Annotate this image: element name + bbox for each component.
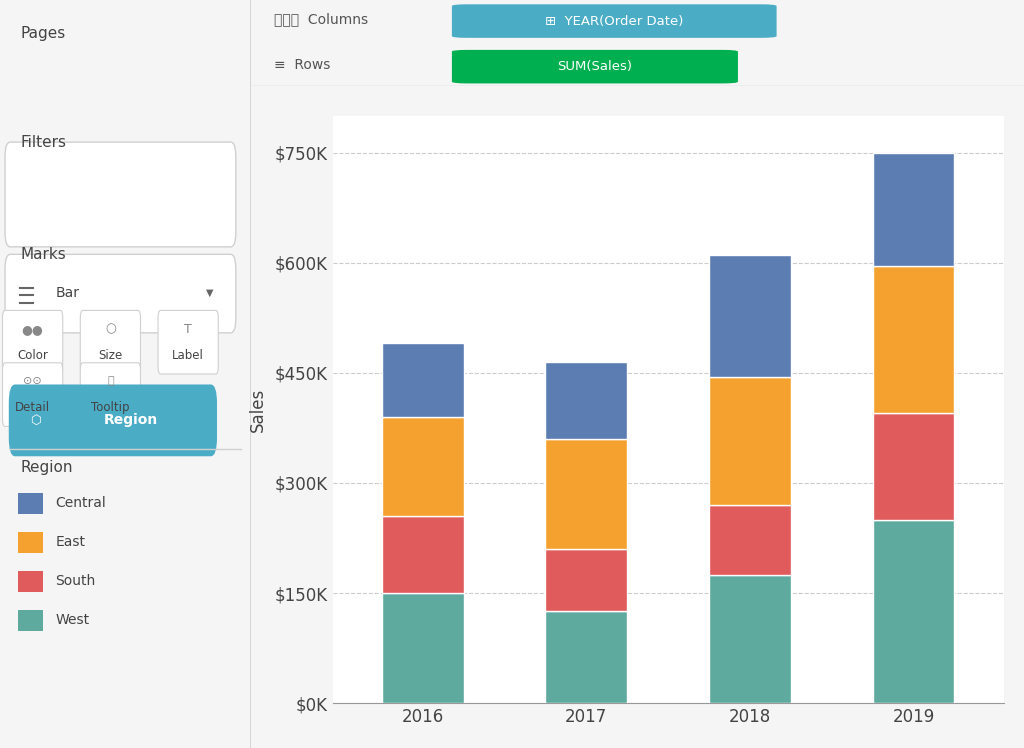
Text: Color: Color (17, 349, 48, 362)
Text: ▼: ▼ (206, 288, 213, 298)
Bar (872, 266, 954, 413)
FancyBboxPatch shape (5, 254, 236, 333)
Text: Detail: Detail (15, 401, 50, 414)
Text: T: T (184, 322, 193, 336)
Text: Size: Size (98, 349, 123, 362)
Bar (546, 549, 628, 611)
Bar (872, 153, 954, 266)
FancyBboxPatch shape (17, 610, 43, 631)
Text: ≡  Rows: ≡ Rows (274, 58, 331, 72)
Text: Region: Region (103, 414, 158, 427)
Y-axis label: Sales: Sales (249, 387, 266, 432)
Text: South: South (55, 574, 95, 588)
Bar (546, 439, 628, 549)
FancyBboxPatch shape (80, 310, 140, 374)
Bar (546, 611, 628, 703)
Text: ●●: ●● (22, 322, 43, 336)
Bar (382, 516, 464, 593)
Text: Label: Label (172, 349, 204, 362)
FancyBboxPatch shape (158, 310, 218, 374)
Text: Pages: Pages (20, 26, 66, 41)
Text: Region: Region (20, 460, 73, 475)
Bar (382, 343, 464, 417)
Bar (872, 413, 954, 520)
FancyBboxPatch shape (9, 384, 217, 456)
Bar (872, 520, 954, 703)
Text: Central: Central (55, 497, 105, 510)
Bar (382, 417, 464, 516)
FancyBboxPatch shape (17, 571, 43, 592)
Text: Filters: Filters (20, 135, 67, 150)
Text: Tooltip: Tooltip (91, 401, 130, 414)
Bar (382, 593, 464, 703)
Text: ○: ○ (104, 322, 116, 336)
FancyBboxPatch shape (80, 363, 140, 426)
FancyBboxPatch shape (452, 50, 738, 84)
FancyBboxPatch shape (17, 493, 43, 514)
Bar (709, 505, 791, 574)
Bar (709, 376, 791, 505)
Text: SUM(Sales): SUM(Sales) (557, 60, 633, 73)
Text: ⊞  YEAR(Order Date): ⊞ YEAR(Order Date) (545, 14, 683, 28)
Bar (709, 574, 791, 703)
Bar (709, 255, 791, 376)
Text: Marks: Marks (20, 247, 66, 262)
Text: ⦿⦿⦿  Columns: ⦿⦿⦿ Columns (274, 12, 369, 26)
Bar (546, 362, 628, 439)
Text: ⬡: ⬡ (30, 414, 41, 427)
FancyBboxPatch shape (2, 363, 62, 426)
FancyBboxPatch shape (452, 4, 776, 38)
Text: 💬: 💬 (108, 376, 114, 387)
Text: East: East (55, 536, 85, 549)
FancyBboxPatch shape (2, 310, 62, 374)
Text: ⊙⊙: ⊙⊙ (24, 376, 42, 387)
FancyBboxPatch shape (5, 142, 236, 247)
FancyBboxPatch shape (17, 532, 43, 553)
Text: West: West (55, 613, 89, 627)
Text: Bar: Bar (55, 286, 79, 300)
